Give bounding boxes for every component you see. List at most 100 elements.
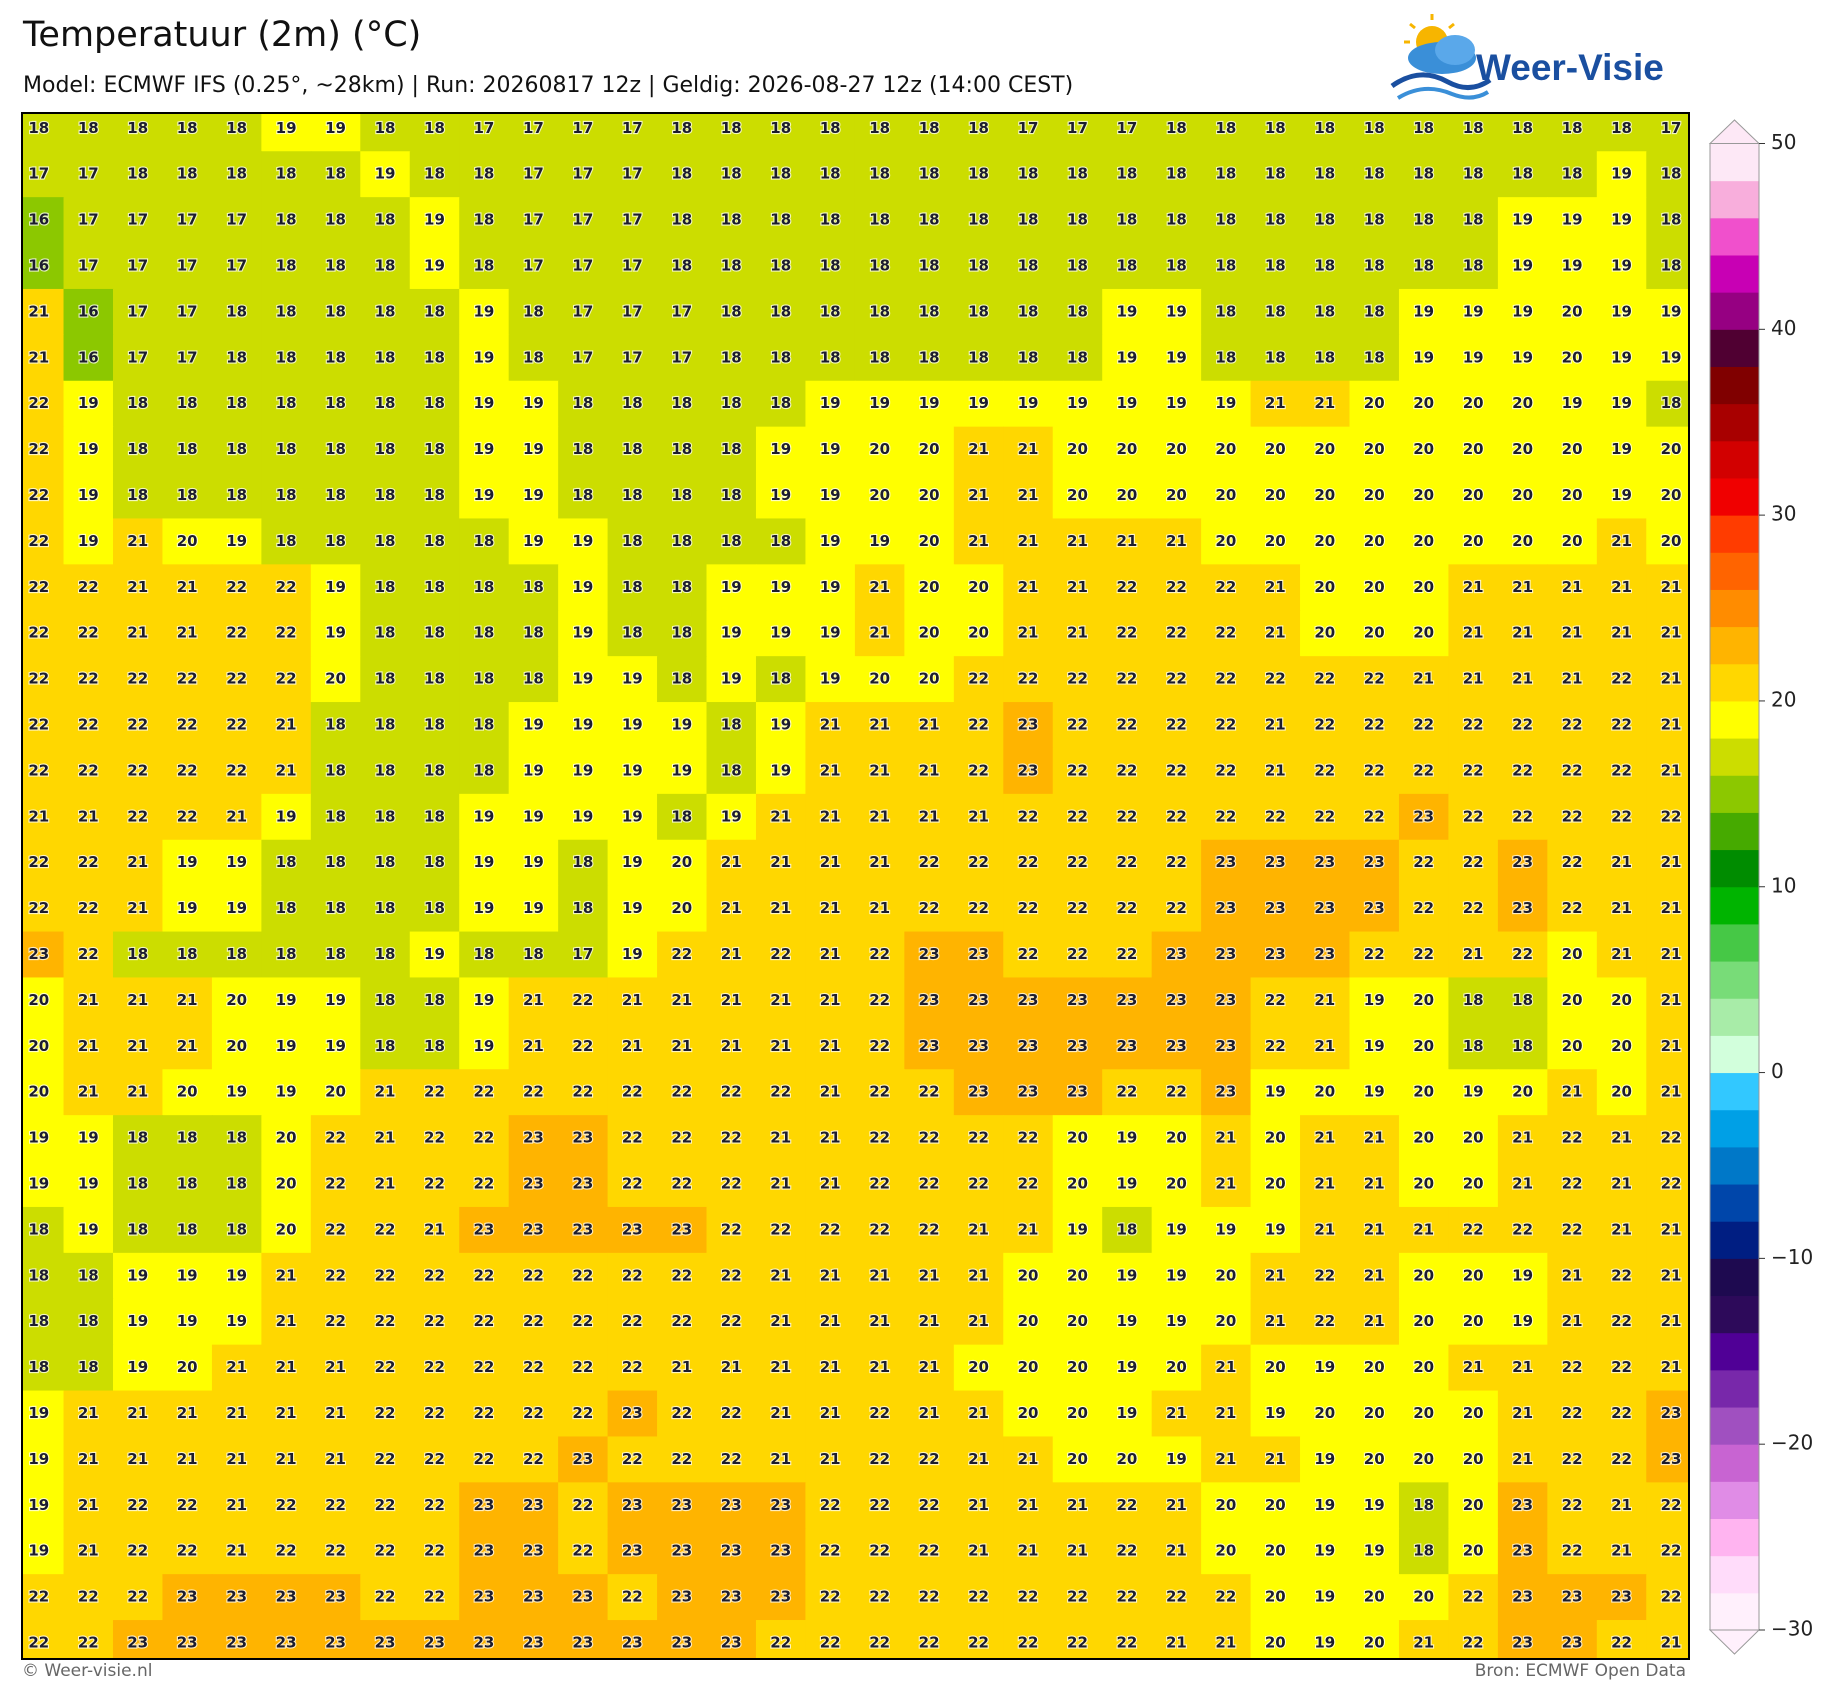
cell (805, 1161, 856, 1208)
cell-value: 22 (1661, 1175, 1682, 1193)
colorbar-band (1710, 1295, 1759, 1334)
cell (508, 1115, 559, 1162)
cell-value: 23 (1018, 991, 1039, 1009)
cell (261, 426, 312, 474)
cell-value: 23 (919, 945, 940, 963)
cell (1547, 1023, 1598, 1070)
cell (1201, 334, 1252, 382)
cell-value: 20 (919, 624, 940, 642)
cell-value: 18 (820, 119, 841, 137)
cell (261, 1115, 312, 1162)
cell-value: 21 (127, 1450, 148, 1468)
cell-value: 18 (721, 211, 742, 229)
cell (805, 113, 856, 152)
cell-value: 22 (919, 1634, 940, 1652)
cell (1300, 334, 1351, 382)
cell (755, 113, 807, 152)
cell-value: 20 (1166, 1358, 1187, 1376)
cell-value: 17 (572, 945, 593, 963)
cell (508, 113, 559, 152)
cell-value: 16 (78, 348, 99, 366)
cell-value: 18 (523, 624, 544, 642)
cell (953, 151, 1004, 198)
cell (459, 380, 510, 428)
cell-value: 21 (820, 1175, 841, 1193)
cell-value: 22 (78, 1634, 99, 1652)
cell-value: 20 (177, 532, 198, 550)
cell-value: 21 (1611, 1542, 1632, 1560)
cell (1547, 1161, 1598, 1208)
cell (706, 702, 757, 749)
cell-value: 18 (671, 670, 692, 688)
cell-value: 20 (276, 1175, 297, 1193)
cell-value: 21 (1512, 1450, 1533, 1468)
cell (211, 1206, 262, 1254)
cell (63, 931, 114, 979)
cell-value: 19 (325, 624, 346, 642)
cell-value: 18 (1067, 348, 1088, 366)
cell-value: 23 (721, 1634, 742, 1652)
cell (211, 288, 262, 336)
cell-value: 22 (1116, 1496, 1137, 1514)
cell-value: 21 (721, 945, 742, 963)
cell-value: 18 (1166, 257, 1187, 275)
cell (657, 1069, 708, 1116)
cell-value: 20 (1661, 532, 1682, 550)
cell-value: 19 (1512, 211, 1533, 229)
cell-value: 20 (1364, 1634, 1385, 1652)
cell-value: 18 (1314, 348, 1335, 366)
cell-value: 22 (276, 624, 297, 642)
cell (558, 113, 609, 152)
cell-value: 21 (1364, 1312, 1385, 1330)
cell (1646, 197, 1689, 244)
cell-value: 22 (1562, 1129, 1583, 1147)
cell (459, 518, 510, 565)
cell-value: 21 (226, 1358, 247, 1376)
colorbar-band (1710, 1146, 1759, 1185)
cell-value: 18 (1116, 211, 1137, 229)
cell-value: 19 (572, 624, 593, 642)
cell-value: 21 (820, 1404, 841, 1422)
cell-value: 20 (1265, 486, 1286, 504)
cell-value: 18 (375, 670, 396, 688)
cell-value: 21 (1661, 1083, 1682, 1101)
cell-value: 23 (1215, 945, 1236, 963)
cell-value: 18 (671, 578, 692, 596)
cell (805, 243, 856, 290)
cell-value: 19 (1364, 991, 1385, 1009)
cell-value: 22 (1215, 624, 1236, 642)
cell-value: 22 (1314, 670, 1335, 688)
cell-value: 22 (1463, 899, 1484, 917)
cell (409, 426, 460, 474)
cell (657, 564, 708, 611)
cell-value: 21 (1512, 1358, 1533, 1376)
cell (1646, 564, 1689, 611)
cell-value: 18 (226, 394, 247, 412)
cell-value: 20 (1018, 1404, 1039, 1422)
cell-value: 21 (770, 899, 791, 917)
cell-value: 19 (1067, 1220, 1088, 1238)
cell (706, 288, 757, 336)
cell-value: 21 (1018, 486, 1039, 504)
cell-value: 23 (226, 1588, 247, 1606)
cell (953, 426, 1004, 474)
cell (1497, 793, 1548, 841)
cell-value: 21 (127, 899, 148, 917)
cell (1398, 1023, 1450, 1070)
cell-value: 18 (424, 624, 445, 642)
cell-value: 21 (721, 899, 742, 917)
cell-value: 20 (1512, 532, 1533, 550)
cell-value: 18 (1413, 1542, 1434, 1560)
colorbar-tick-label: 0 (1771, 1059, 1784, 1083)
cell-value: 22 (1611, 1266, 1632, 1284)
cell-value: 22 (1413, 761, 1434, 779)
cell-value: 23 (1166, 991, 1187, 1009)
cell-value: 22 (1116, 1083, 1137, 1101)
cell (409, 151, 460, 198)
colorbar-band (1710, 849, 1759, 888)
cell-value: 19 (622, 853, 643, 871)
cell-value: 18 (276, 394, 297, 412)
cell (706, 885, 757, 933)
cell (459, 839, 510, 887)
cell-value: 23 (622, 1634, 643, 1652)
